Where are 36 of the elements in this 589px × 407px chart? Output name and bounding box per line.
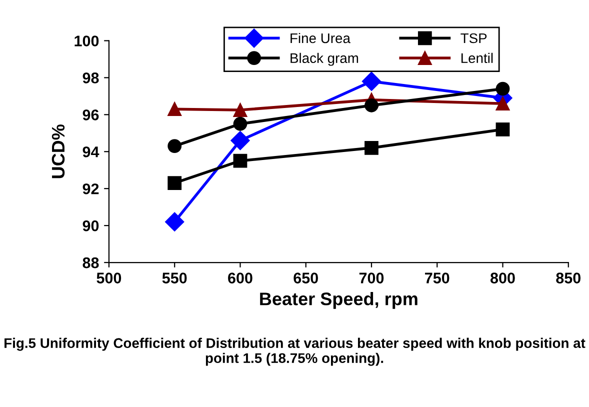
x-tick-label: 750 xyxy=(425,272,450,284)
point xyxy=(230,130,250,150)
x-tick-label: 550 xyxy=(162,272,187,284)
x-tick-label: 650 xyxy=(294,272,318,284)
point xyxy=(168,176,182,190)
point xyxy=(364,140,378,155)
y-axis-title: UCD% xyxy=(52,124,65,178)
point xyxy=(496,96,510,110)
y-tick-label: 94 xyxy=(82,146,100,158)
point xyxy=(165,212,184,232)
legend-label: Fine Urea xyxy=(290,32,350,44)
y-tick-label: 90 xyxy=(82,220,99,232)
point xyxy=(233,103,248,117)
y-tick-label: 88 xyxy=(82,257,99,268)
caption: Fig.5 Uniformity Coefficient of Distribution at various beater speed with knob position at point 1.5 (18.75% opening). xyxy=(4,338,586,366)
point xyxy=(362,72,382,91)
y-tick-label: 92 xyxy=(82,183,99,194)
y-tick-label: 98 xyxy=(82,72,99,84)
y-tick-label: 100 xyxy=(74,36,99,46)
point xyxy=(496,82,510,96)
point xyxy=(233,154,248,168)
x-tick-label: 800 xyxy=(490,272,515,284)
x-tick-label: 500 xyxy=(96,272,122,284)
x-tick-label: 700 xyxy=(359,272,384,284)
legend-label: Lentil xyxy=(461,52,493,64)
legend-label: Black gram xyxy=(290,52,358,66)
legend-label: TSP xyxy=(460,33,487,44)
x-tick-label: 600 xyxy=(228,272,252,284)
point xyxy=(233,116,248,131)
x-tick-label: 850 xyxy=(556,272,581,284)
point xyxy=(364,98,378,112)
x-axis-title: Beater Speed, rpm xyxy=(260,292,418,309)
point xyxy=(496,122,510,136)
point xyxy=(168,139,182,154)
point xyxy=(168,102,182,116)
y-tick-label: 96 xyxy=(82,110,99,120)
